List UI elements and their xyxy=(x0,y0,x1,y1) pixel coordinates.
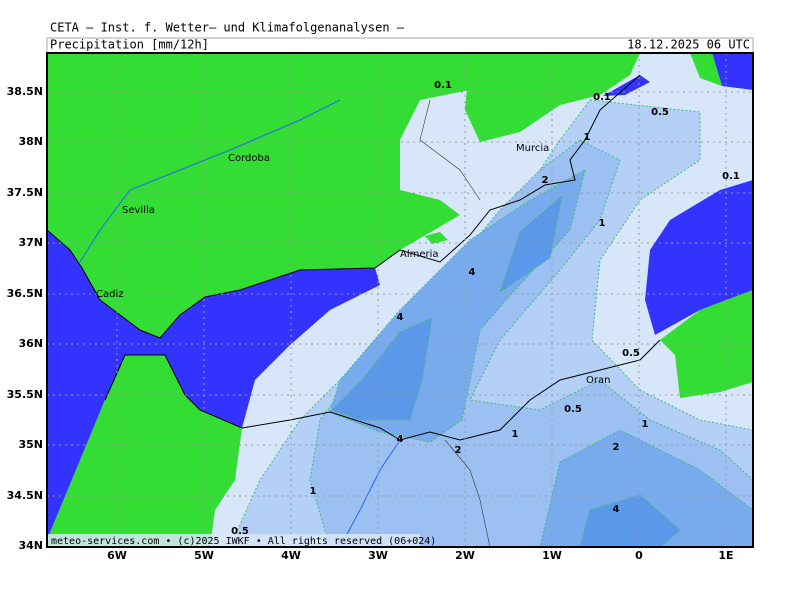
place-label: Cadiz xyxy=(96,289,124,300)
subtitle: Precipitation [mm/12h] xyxy=(50,38,209,52)
date: 18.12.2025 06 UTC xyxy=(627,38,750,52)
x-tick-label: 3W xyxy=(368,549,388,562)
x-tick-label: 1E xyxy=(718,549,733,562)
contour-label: 0.5 xyxy=(622,348,640,359)
coastline xyxy=(104,339,661,441)
footer-bg xyxy=(48,534,420,546)
place-label: Cordoba xyxy=(228,153,270,164)
y-tick-label: 34N xyxy=(18,539,43,552)
y-tick-label: 34.5N xyxy=(7,489,43,502)
sea xyxy=(603,75,650,96)
contour-label: 1 xyxy=(642,419,649,430)
contour-label: 4 xyxy=(397,312,404,323)
y-tick-label: 36.5N xyxy=(7,287,43,300)
sea xyxy=(712,53,753,90)
sea xyxy=(645,180,753,335)
border xyxy=(419,99,481,201)
map xyxy=(47,53,753,547)
x-axis: 6W 5W 4W 3W 2W 1W 0 1E xyxy=(107,549,733,562)
contour-label: 4 xyxy=(613,504,620,515)
river xyxy=(79,99,341,263)
place-label: Murcia xyxy=(516,143,549,154)
land xyxy=(465,53,640,142)
precip-4 xyxy=(499,194,563,294)
contour-label: 1 xyxy=(599,218,606,229)
x-tick-label: 4W xyxy=(281,549,301,562)
land xyxy=(660,290,753,398)
x-tick-label: 1W xyxy=(542,549,562,562)
grid xyxy=(47,53,753,547)
coastline xyxy=(47,74,641,339)
contour-label: 0.5 xyxy=(231,526,249,537)
contour-label: 4 xyxy=(397,434,404,445)
x-tick-label: 5W xyxy=(194,549,214,562)
map-frame xyxy=(46,52,754,548)
y-tick-label: 35.5N xyxy=(7,388,43,401)
contour-label: 1 xyxy=(584,132,591,143)
contour-label: 0.1 xyxy=(722,171,740,182)
contour-label: 2 xyxy=(455,445,462,456)
contour-labels: 0.1 0.1 0.5 0.1 1 2 1 4 4 0.5 0.5 1 1 4 … xyxy=(231,80,740,537)
y-tick-label: 36N xyxy=(18,337,43,350)
contour-label: 0.5 xyxy=(651,107,669,118)
border xyxy=(444,439,491,547)
land xyxy=(47,355,242,547)
land xyxy=(425,232,448,244)
contour-label: 0.5 xyxy=(564,404,582,415)
x-tick-label: 6W xyxy=(107,549,127,562)
place-label: Almeria xyxy=(400,249,439,260)
contour-label: 2 xyxy=(542,175,549,186)
contour-label: 2 xyxy=(613,442,620,453)
contour-label: 1 xyxy=(310,486,317,497)
contour-label: 0.1 xyxy=(434,80,452,91)
precip-4 xyxy=(579,494,681,547)
land xyxy=(47,53,475,338)
place-label: Sevilla xyxy=(122,205,155,216)
place-label: Oran xyxy=(586,375,610,386)
y-tick-label: 38N xyxy=(18,135,43,148)
x-tick-label: 2W xyxy=(455,549,475,562)
contour-label: 0.1 xyxy=(593,92,611,103)
river xyxy=(339,439,401,547)
y-axis: 38.5N 38N 37.5N 37N 36.5N 36N 35.5N 35N … xyxy=(7,85,43,552)
y-tick-label: 37N xyxy=(18,236,43,249)
y-tick-label: 37.5N xyxy=(7,186,43,199)
contour-label: 4 xyxy=(469,267,476,278)
header-title: CETA – Inst. f. Wetter– und Klimafolgena… xyxy=(50,21,405,35)
sea xyxy=(47,230,380,540)
y-tick-label: 38.5N xyxy=(7,85,43,98)
places: Murcia Cordoba Sevilla Almeria Cadiz Ora… xyxy=(96,143,610,386)
y-tick-label: 35N xyxy=(18,438,43,451)
contour-label: 1 xyxy=(512,429,519,440)
footer: meteo-services.com • (c)2025 IWKF • All … xyxy=(51,536,436,547)
land xyxy=(690,53,722,86)
x-tick-label: 0 xyxy=(635,549,643,562)
